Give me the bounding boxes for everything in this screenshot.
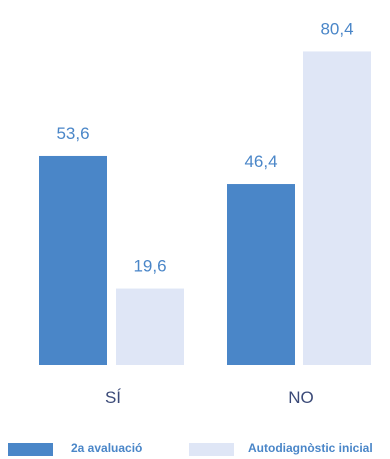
- legend-label-autodiagnostic-inicial: Autodiagnòstic inicial: [248, 441, 373, 455]
- legend-swatch-2a-avaluacio: [8, 443, 53, 456]
- bar-si-2a-avaluaci-: [39, 155, 107, 365]
- data-label-si-2a-avaluaci-: 53,6: [56, 124, 89, 143]
- category-label-no: NO: [288, 388, 314, 407]
- legend-swatch-autodiagnostic-inicial: [189, 443, 234, 456]
- data-label-no-autodiagn-stic-inicial: 80,4: [320, 19, 353, 38]
- legend-label-2a-avaluacio: 2a avaluació: [71, 441, 143, 455]
- category-label-si: SÍ: [105, 388, 121, 407]
- legend: 2a avaluació Autodiagnòstic inicial: [0, 440, 390, 459]
- bar-si-autodiagn-stic-inicial: [116, 288, 184, 365]
- data-label-no-2a-avaluaci-: 46,4: [244, 152, 277, 171]
- bar-no-autodiagn-stic-inicial: [303, 51, 371, 365]
- data-label-si-autodiagn-stic-inicial: 19,6: [133, 257, 166, 276]
- bar-no-2a-avaluaci-: [227, 184, 295, 365]
